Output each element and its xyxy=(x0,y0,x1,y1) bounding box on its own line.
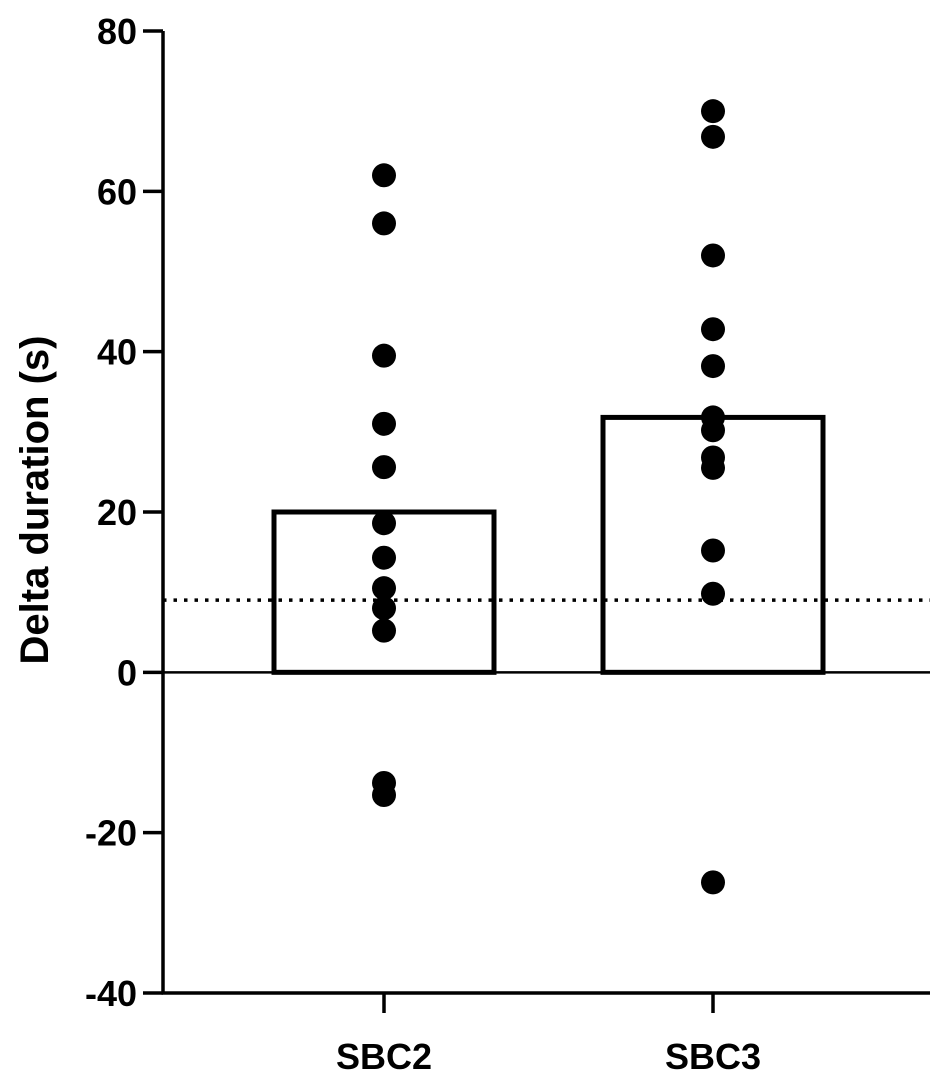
data-point-sbc3 xyxy=(701,317,725,342)
y-tick-label: 40 xyxy=(97,332,137,373)
points-layer xyxy=(372,99,725,895)
data-point-sbc2 xyxy=(372,163,396,188)
y-tick-label: -20 xyxy=(85,813,137,854)
data-point-sbc3 xyxy=(701,538,725,563)
x-tick-label: SBC2 xyxy=(336,1036,432,1077)
y-tick-label: 80 xyxy=(97,11,137,52)
data-point-sbc2 xyxy=(372,596,396,621)
bars-layer xyxy=(271,414,826,675)
data-point-sbc2 xyxy=(372,576,396,601)
data-point-sbc2 xyxy=(372,782,396,807)
y-tick-label: 60 xyxy=(97,171,137,212)
data-point-sbc3 xyxy=(701,870,725,895)
y-tick-label: 0 xyxy=(117,652,137,693)
data-point-sbc2 xyxy=(372,343,396,368)
data-point-sbc3 xyxy=(701,455,725,480)
data-point-sbc3 xyxy=(701,99,725,124)
x-ticks: SBC2 SBC3 xyxy=(336,993,761,1077)
data-point-sbc3 xyxy=(701,124,725,149)
data-point-sbc3 xyxy=(701,354,725,379)
data-point-sbc2 xyxy=(372,211,396,236)
y-tick-label: 20 xyxy=(97,492,137,533)
data-point-sbc2 xyxy=(372,411,396,436)
data-point-sbc2 xyxy=(372,455,396,480)
data-point-sbc2 xyxy=(372,545,396,570)
data-point-sbc3 xyxy=(701,418,725,443)
y-axis-title: Delta duration (s) xyxy=(13,336,57,665)
y-ticks: -40 -20 0 20 40 60 80 xyxy=(85,11,163,1014)
y-tick-label: -40 xyxy=(85,973,137,1014)
data-point-sbc2 xyxy=(372,511,396,536)
data-point-sbc3 xyxy=(701,581,725,606)
x-tick-label: SBC3 xyxy=(665,1036,761,1077)
data-point-sbc3 xyxy=(701,243,725,268)
data-point-sbc2 xyxy=(372,618,396,643)
